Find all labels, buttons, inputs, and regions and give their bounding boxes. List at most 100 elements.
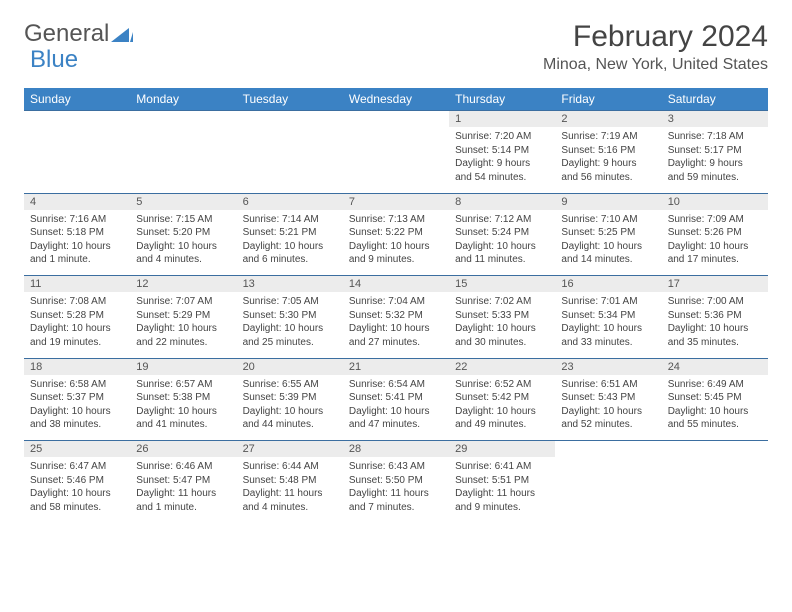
day-number-cell: 7 [343,193,449,210]
day-detail-cell [555,457,661,523]
daylight-text: Daylight: 10 hours and 19 minutes. [30,322,124,349]
day-number-cell: 12 [130,276,236,293]
daylight-text: Daylight: 11 hours and 7 minutes. [349,487,443,514]
sunset-text: Sunset: 5:41 PM [349,391,443,405]
daylight-text: Daylight: 10 hours and 4 minutes. [136,240,230,267]
day-number-cell: 24 [662,358,768,375]
sunrise-text: Sunrise: 7:13 AM [349,213,443,227]
sunset-text: Sunset: 5:43 PM [561,391,655,405]
day-number-cell: 25 [24,441,130,458]
day-detail-cell: Sunrise: 7:09 AMSunset: 5:26 PMDaylight:… [662,210,768,276]
day-number-cell [343,111,449,128]
daylight-text: Daylight: 10 hours and 49 minutes. [455,405,549,432]
daylight-text: Daylight: 10 hours and 47 minutes. [349,405,443,432]
daylight-text: Daylight: 9 hours and 59 minutes. [668,157,762,184]
logo: General [24,20,135,48]
day-number-cell: 19 [130,358,236,375]
day-number-cell: 2 [555,111,661,128]
day-number-row: 11121314151617 [24,276,768,293]
daylight-text: Daylight: 11 hours and 4 minutes. [243,487,337,514]
sunrise-text: Sunrise: 6:58 AM [30,378,124,392]
day-detail-cell: Sunrise: 6:58 AMSunset: 5:37 PMDaylight:… [24,375,130,441]
weekday-header: Friday [555,88,661,111]
day-number-cell: 21 [343,358,449,375]
logo-text-1: General [24,20,109,48]
day-detail-row: Sunrise: 6:58 AMSunset: 5:37 PM Daylight:… [24,375,768,441]
day-number-cell: 29 [449,441,555,458]
weekday-header-row: Sunday Monday Tuesday Wednesday Thursday… [24,88,768,111]
sunset-text: Sunset: 5:46 PM [30,474,124,488]
day-number-row: 2526272829 [24,441,768,458]
sunrise-text: Sunrise: 6:46 AM [136,460,230,474]
day-detail-cell: Sunrise: 6:46 AMSunset: 5:47 PMDaylight:… [130,457,236,523]
sunset-text: Sunset: 5:18 PM [30,226,124,240]
sunset-text: Sunset: 5:28 PM [30,309,124,323]
day-detail-cell: Sunrise: 7:18 AMSunset: 5:17 PMDaylight:… [662,127,768,193]
title-block: February 2024 Minoa, New York, United St… [543,20,768,74]
day-detail-cell: Sunrise: 7:08 AMSunset: 5:28 PMDaylight:… [24,292,130,358]
day-number-cell: 28 [343,441,449,458]
day-detail-cell: Sunrise: 6:52 AMSunset: 5:42 PMDaylight:… [449,375,555,441]
sunset-text: Sunset: 5:21 PM [243,226,337,240]
day-detail-row: Sunrise: 7:20 AMSunset: 5:14 PMDaylight:… [24,127,768,193]
day-detail-cell: Sunrise: 7:00 AMSunset: 5:36 PMDaylight:… [662,292,768,358]
day-number-cell: 11 [24,276,130,293]
day-detail-row: Sunrise: 6:47 AMSunset: 5:46 PM Daylight:… [24,457,768,523]
day-detail-cell [24,127,130,193]
sunrise-text: Sunrise: 6:55 AM [243,378,337,392]
sunset-text: Sunset: 5:50 PM [349,474,443,488]
sunrise-text: Sunrise: 7:02 AM [455,295,549,309]
sunrise-text: Sunrise: 6:57 AM [136,378,230,392]
day-number-cell: 27 [237,441,343,458]
day-number-row: 45678910 [24,193,768,210]
daylight-text: Daylight: 11 hours and 1 minute. [136,487,230,514]
location-label: Minoa, New York, United States [543,56,768,74]
sunset-text: Sunset: 5:16 PM [561,144,655,158]
daylight-text: Daylight: 10 hours and 41 minutes. [136,405,230,432]
day-number-cell: 15 [449,276,555,293]
sunrise-text: Sunrise: 7:15 AM [136,213,230,227]
sunrise-text: Sunrise: 6:49 AM [668,378,762,392]
sunset-text: Sunset: 5:37 PM [30,391,124,405]
sunrise-text: Sunrise: 7:19 AM [561,130,655,144]
day-number-cell: 13 [237,276,343,293]
month-title: February 2024 [543,20,768,54]
daylight-text: Daylight: 10 hours and 35 minutes. [668,322,762,349]
day-detail-cell [237,127,343,193]
day-number-cell [555,441,661,458]
calendar-table: Sunday Monday Tuesday Wednesday Thursday… [24,88,768,523]
day-detail-cell [130,127,236,193]
day-number-cell: 16 [555,276,661,293]
day-detail-cell [343,127,449,193]
daylight-text: Daylight: 10 hours and 44 minutes. [243,405,337,432]
sunrise-text: Sunrise: 6:54 AM [349,378,443,392]
sunrise-text: Sunrise: 7:12 AM [455,213,549,227]
day-number-cell [662,441,768,458]
day-detail-cell: Sunrise: 6:44 AMSunset: 5:48 PMDaylight:… [237,457,343,523]
day-number-cell: 5 [130,193,236,210]
sunrise-text: Sunrise: 6:44 AM [243,460,337,474]
sunset-text: Sunset: 5:39 PM [243,391,337,405]
header: General February 2024 Minoa, New York, U… [24,20,768,74]
day-detail-cell [662,457,768,523]
daylight-text: Daylight: 9 hours and 56 minutes. [561,157,655,184]
day-detail-cell: Sunrise: 7:02 AMSunset: 5:33 PMDaylight:… [449,292,555,358]
day-detail-cell: Sunrise: 7:13 AMSunset: 5:22 PMDaylight:… [343,210,449,276]
day-detail-cell: Sunrise: 6:41 AMSunset: 5:51 PMDaylight:… [449,457,555,523]
sunrise-text: Sunrise: 7:14 AM [243,213,337,227]
day-number-cell: 22 [449,358,555,375]
weekday-header: Tuesday [237,88,343,111]
sunset-text: Sunset: 5:32 PM [349,309,443,323]
day-detail-cell: Sunrise: 6:43 AMSunset: 5:50 PMDaylight:… [343,457,449,523]
sunset-text: Sunset: 5:33 PM [455,309,549,323]
sunrise-text: Sunrise: 7:07 AM [136,295,230,309]
sunset-text: Sunset: 5:17 PM [668,144,762,158]
day-detail-cell: Sunrise: 7:20 AMSunset: 5:14 PMDaylight:… [449,127,555,193]
day-number-cell [130,111,236,128]
sunrise-text: Sunrise: 6:47 AM [30,460,124,474]
day-detail-cell: Sunrise: 6:57 AMSunset: 5:38 PMDaylight:… [130,375,236,441]
sunset-text: Sunset: 5:29 PM [136,309,230,323]
sunset-text: Sunset: 5:14 PM [455,144,549,158]
sunset-text: Sunset: 5:20 PM [136,226,230,240]
daylight-text: Daylight: 11 hours and 9 minutes. [455,487,549,514]
